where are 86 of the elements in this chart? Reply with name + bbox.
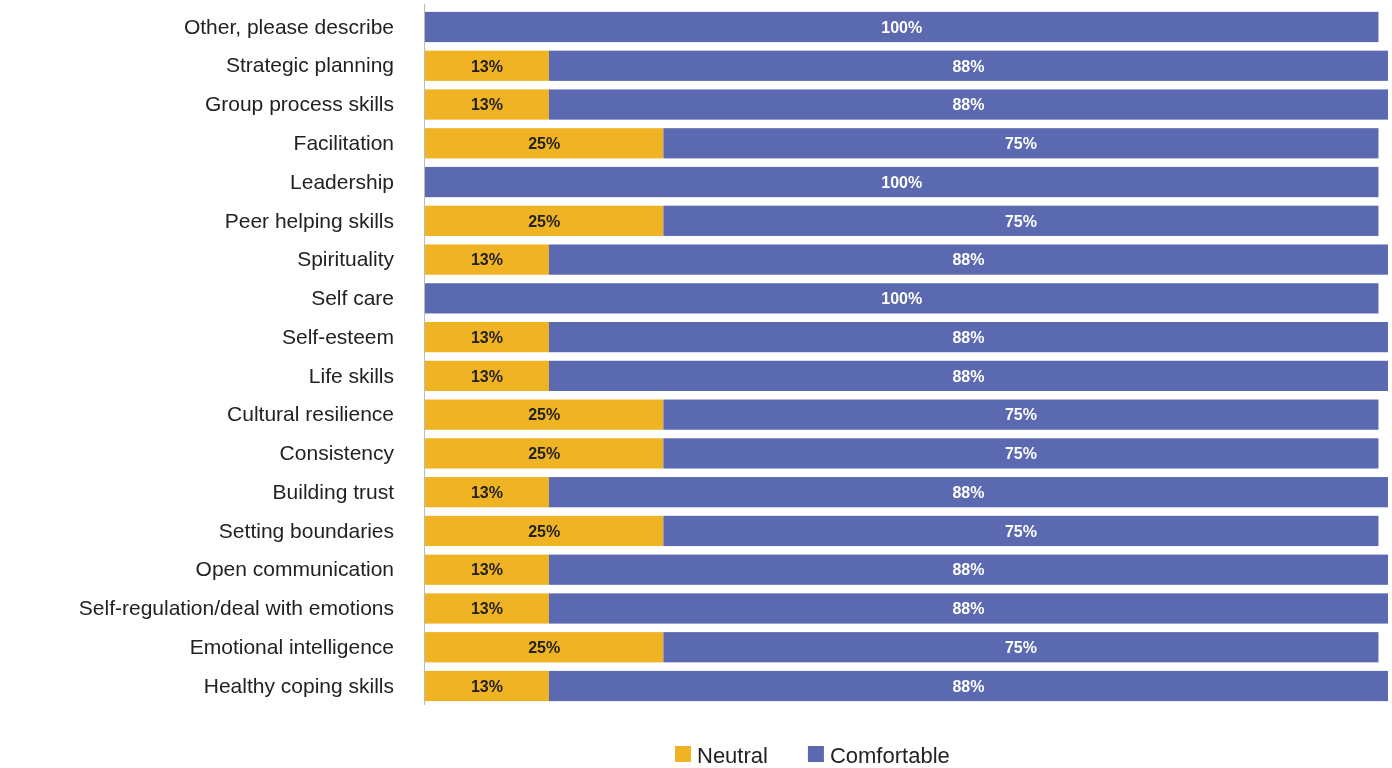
data-label: 13% (470, 57, 503, 75)
data-label: 88% (952, 367, 985, 385)
bar (425, 399, 664, 430)
y-tick-label: Consistency (279, 441, 395, 465)
data-label: 100% (881, 18, 923, 36)
data-label: 75% (1004, 135, 1037, 153)
y-tick-label: Life skills (308, 363, 394, 387)
bar (663, 632, 1379, 663)
legend-label: Comfortable (829, 742, 950, 768)
y-tick-label: Setting boundaries (218, 518, 394, 542)
data-label: 13% (470, 600, 503, 618)
bar (548, 360, 1388, 391)
data-label: 88% (952, 483, 985, 501)
data-label: 88% (952, 251, 985, 269)
bar (425, 593, 549, 624)
bar (425, 477, 549, 508)
bar (548, 244, 1388, 275)
data-label: 25% (528, 212, 561, 230)
bar (663, 128, 1379, 159)
bar (663, 515, 1379, 547)
data-label: 13% (470, 251, 503, 269)
y-tick-label: Facilitation (293, 131, 394, 155)
data-label: 88% (952, 96, 985, 114)
bar (548, 50, 1388, 81)
data-label: 13% (470, 483, 503, 501)
bar (548, 322, 1388, 353)
data-label: 25% (528, 135, 561, 153)
data-label: 13% (470, 328, 503, 346)
bar (663, 438, 1379, 469)
bar (425, 128, 664, 159)
y-tick-label: Group process skills (204, 92, 394, 116)
bar (548, 89, 1388, 120)
bar (663, 399, 1379, 430)
data-label: 13% (470, 96, 503, 114)
data-label: 25% (528, 639, 561, 656)
y-tick-label: Self-regulation/deal with emotions (78, 596, 394, 620)
y-tick-label: Self-esteem (281, 324, 394, 348)
data-label: 13% (470, 561, 503, 579)
bar (663, 205, 1379, 236)
bar (425, 515, 664, 547)
y-tick-label: Other, please describe (183, 14, 394, 38)
data-label: 75% (1004, 522, 1037, 540)
data-label: 75% (1004, 639, 1037, 656)
y-tick-label: Open communication (195, 557, 394, 581)
bar (425, 554, 549, 585)
data-label: 75% (1004, 445, 1037, 463)
y-tick-label: Building trust (272, 479, 395, 503)
data-label: 75% (1004, 406, 1037, 424)
y-tick-label: Peer helping skills (224, 208, 394, 232)
data-label: 75% (1004, 212, 1037, 230)
data-label: 25% (528, 522, 561, 540)
bar (425, 322, 549, 353)
bar (425, 50, 549, 81)
bar (425, 166, 1379, 198)
y-tick-label: Strategic planning (225, 53, 394, 77)
data-label: 25% (528, 445, 561, 463)
bar (425, 670, 549, 702)
y-tick-label: Cultural resilience (227, 402, 394, 426)
y-tick-label: Leadership (290, 169, 394, 193)
data-label: 88% (952, 328, 985, 346)
y-tick-label: Healthy coping skills (203, 673, 394, 697)
data-label: 88% (952, 677, 985, 695)
data-label: 100% (881, 290, 923, 308)
bar (425, 89, 549, 120)
y-tick-label: Emotional intelligence (189, 634, 394, 658)
data-label: 13% (470, 367, 503, 385)
y-tick-label: Self care (311, 286, 394, 310)
y-tick-label: Spirituality (297, 247, 395, 271)
bar (548, 670, 1388, 702)
legend-label: Neutral (697, 742, 768, 768)
data-label: 100% (881, 173, 923, 191)
data-label: 13% (470, 677, 503, 695)
data-label: 88% (952, 57, 985, 75)
bar (425, 205, 664, 236)
bar (425, 632, 664, 663)
bar (548, 477, 1388, 508)
bar (548, 593, 1388, 624)
data-label: 25% (528, 406, 561, 424)
data-label: 88% (952, 561, 985, 579)
data-label: 88% (952, 600, 985, 618)
bar (425, 11, 1379, 43)
bar (425, 283, 1379, 314)
bar (548, 554, 1388, 585)
bar (425, 360, 549, 391)
bar (425, 438, 664, 469)
bar (425, 244, 549, 275)
